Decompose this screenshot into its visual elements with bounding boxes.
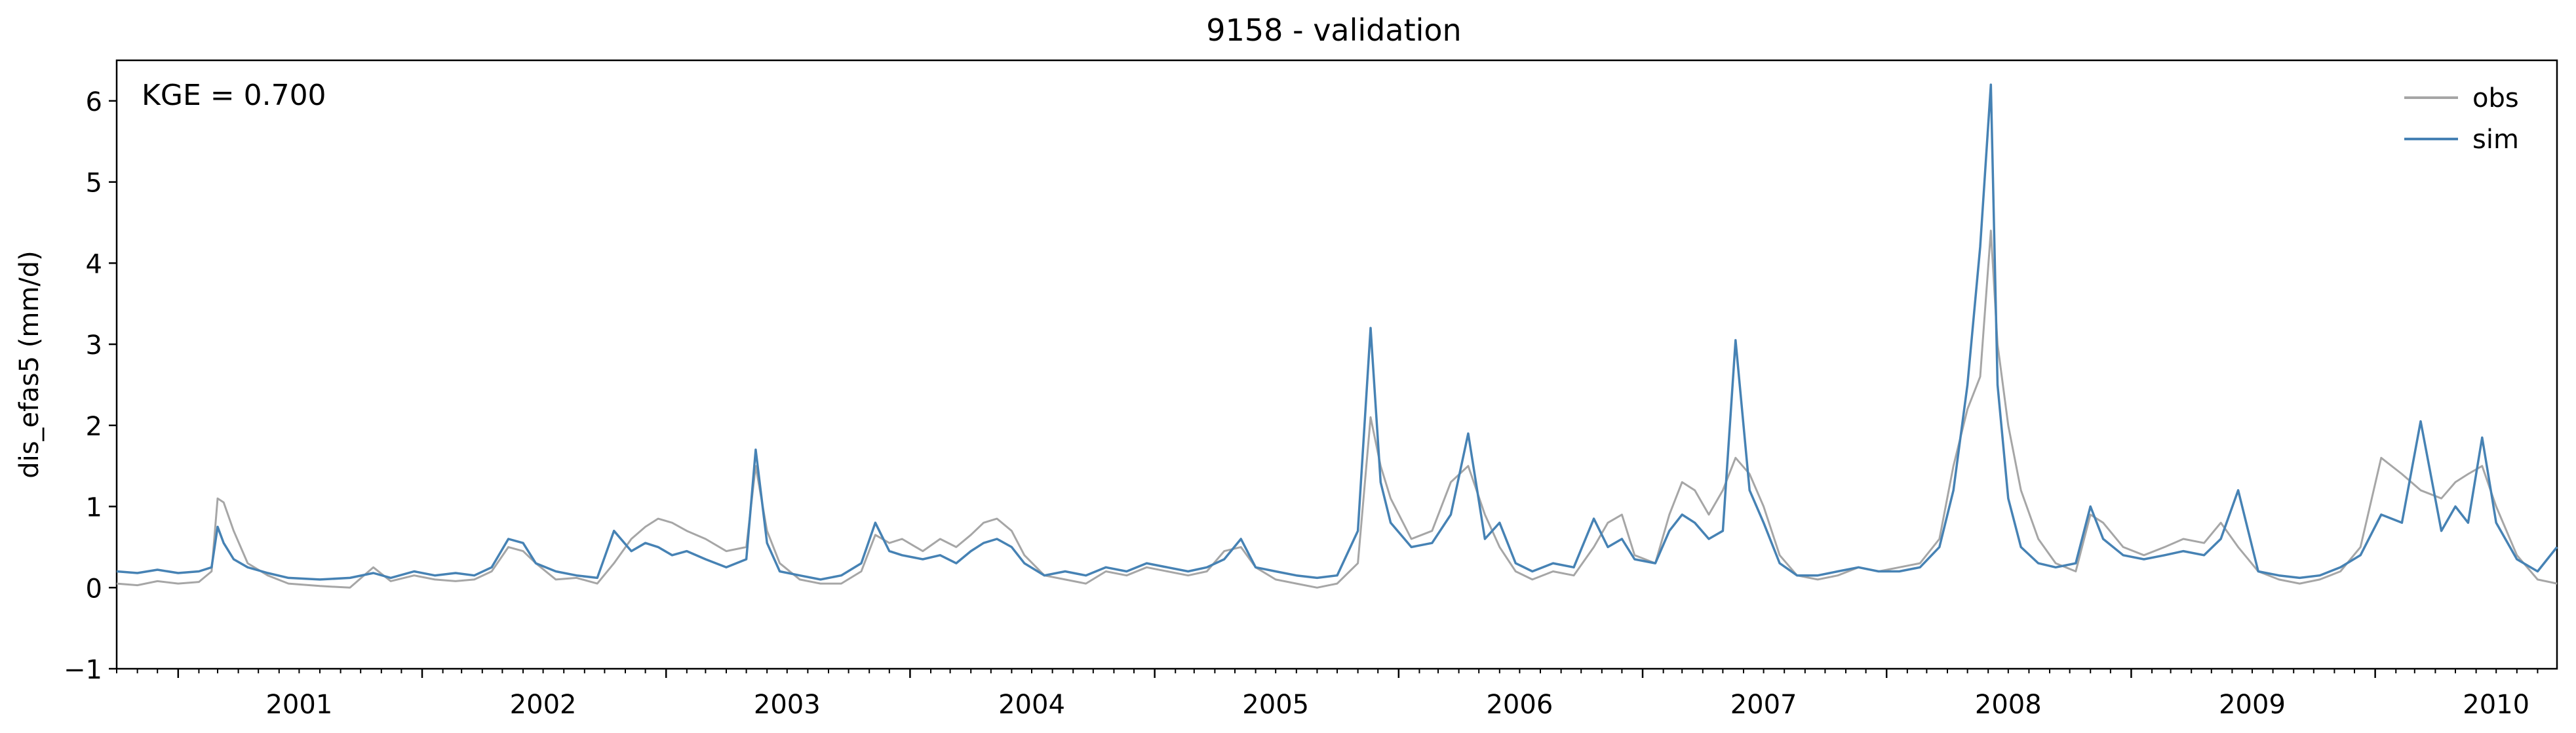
axis-ticks: −1 0 1 2 3 4 5 6 2001 2002 2003 2004 2005 2006 2007 200…	[64, 87, 2539, 720]
y-tick-label: 3	[86, 330, 102, 361]
y-tick-label: 2	[86, 412, 102, 442]
data-series	[116, 83, 2558, 589]
kge-annotation: KGE = 0.700	[142, 79, 326, 112]
series-line-obs	[116, 229, 2558, 589]
x-tick-label: 2002	[510, 690, 577, 720]
chart-title: 9158 - validation	[1206, 12, 1461, 48]
y-tick-label: 1	[86, 493, 102, 523]
legend-obs-label: obs	[2472, 83, 2519, 113]
x-tick-label: 2003	[754, 690, 821, 720]
y-tick-label: 6	[86, 87, 102, 117]
x-tick-label: 2005	[1242, 690, 1309, 720]
x-tick-label: 2004	[998, 690, 1065, 720]
x-tick-label: 2006	[1486, 690, 1553, 720]
x-tick-label: 2008	[1975, 690, 2042, 720]
y-tick-label: 5	[86, 168, 102, 199]
y-tick-label: 0	[86, 574, 102, 604]
x-tick-label: 2007	[1730, 690, 1797, 720]
y-axis-label: dis_efas5 (mm/d)	[14, 250, 45, 479]
x-tick-label: 2009	[2219, 690, 2286, 720]
y-tick-label: 4	[86, 249, 102, 279]
y-tick-label: −1	[64, 655, 102, 685]
x-tick-label: 2010	[2463, 690, 2529, 720]
legend: obs sim	[2404, 83, 2519, 155]
legend-sim-label: sim	[2472, 125, 2519, 155]
x-tick-label: 2001	[265, 690, 332, 720]
series-line-sim	[116, 83, 2558, 581]
